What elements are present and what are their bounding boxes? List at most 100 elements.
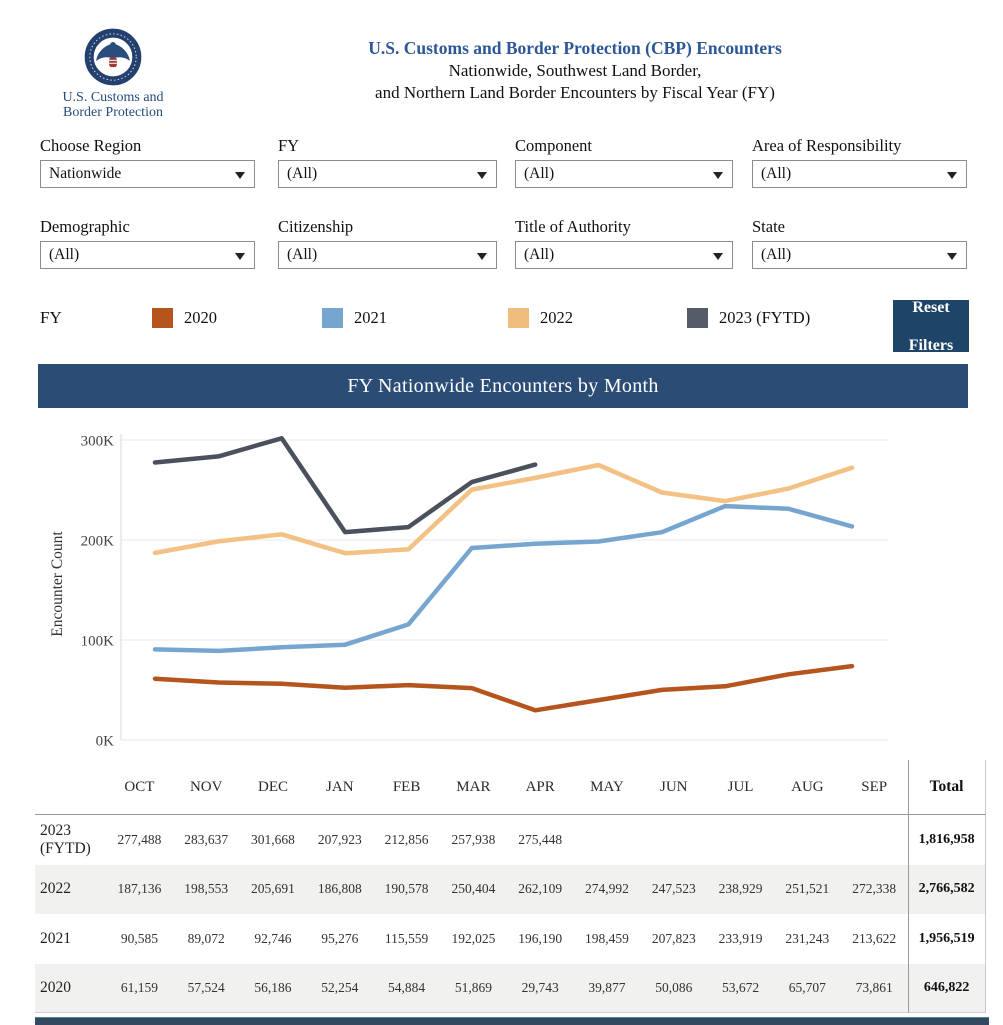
table-cell: 57,524 xyxy=(172,963,240,1013)
legend-item-2020: 2020 xyxy=(152,308,217,328)
table-cell: 262,109 xyxy=(506,864,574,914)
filter-value-citizenship: (All) xyxy=(287,246,318,263)
legend-item-2021: 2021 xyxy=(322,308,387,328)
legend-swatch-icon[interactable] xyxy=(508,308,529,328)
filter-dropdown-citizenship[interactable]: (All) xyxy=(278,241,497,269)
filter-dropdown-state[interactable]: (All) xyxy=(752,241,967,269)
table-cell: 52,254 xyxy=(306,963,374,1013)
table-cell: 53,672 xyxy=(707,963,774,1013)
legend-item-2022: 2022 xyxy=(508,308,573,328)
chevron-down-icon xyxy=(235,172,245,179)
filter-value-choose-region: Nationwide xyxy=(49,165,122,182)
table-cell: 39,877 xyxy=(573,963,641,1013)
table-cell: 207,923 xyxy=(317,831,362,847)
filter-dropdown-title-of-authority[interactable]: (All) xyxy=(515,241,733,269)
agency-name-line2: Border Protection xyxy=(63,105,163,120)
filter-dropdown-choose-region[interactable]: Nationwide xyxy=(40,160,255,188)
reset-filters-label-line1: Reset xyxy=(912,298,950,316)
table-cell: 192,025 xyxy=(451,930,496,946)
table-cell: 190,578 xyxy=(373,864,440,914)
column-header-month: JAN xyxy=(306,760,374,815)
row-total: 646,822 xyxy=(907,963,986,1013)
y-axis-tick: 100K xyxy=(81,634,115,650)
column-header-month: JUN xyxy=(640,760,708,815)
legend-title: FY xyxy=(40,308,62,327)
column-header-month: SEP xyxy=(840,760,908,815)
line-2022[interactable] xyxy=(152,462,855,556)
filter-value-fy: (All) xyxy=(287,165,318,182)
column-header-month: JUL xyxy=(707,760,774,815)
table-cell: 65,707 xyxy=(773,963,841,1013)
cbp-seal-logo xyxy=(84,28,142,86)
filter-label-area-of-responsibility: Area of Responsibility xyxy=(752,136,902,155)
column-header-month: OCT xyxy=(106,760,173,815)
chevron-down-icon xyxy=(713,253,723,260)
table-cell: 250,404 xyxy=(439,864,507,914)
legend-label: 2022 xyxy=(540,308,573,327)
filter-dropdown-component[interactable]: (All) xyxy=(515,160,733,188)
chevron-down-icon xyxy=(947,253,957,260)
filter-value-demographic: (All) xyxy=(49,246,80,263)
table-cell: 274,992 xyxy=(573,864,641,914)
table-cell: 54,884 xyxy=(373,963,440,1013)
encounters-table: OCT NOV DEC JAN FEB MAR APR MAY JUN JUL AUG SEP Tota… xyxy=(35,760,986,1013)
table-cell: 213,622 xyxy=(852,930,897,946)
legend-swatch-icon[interactable] xyxy=(322,308,343,328)
chevron-down-icon xyxy=(713,172,723,179)
table-cell: 207,823 xyxy=(651,930,696,946)
page-subtitle-2: and Northern Land Border Encounters by F… xyxy=(375,83,775,102)
table-cell: 92,746 xyxy=(254,930,292,946)
line-2020[interactable] xyxy=(152,663,855,713)
legend-swatch-icon[interactable] xyxy=(152,308,173,328)
page-subtitle-1: Nationwide, Southwest Land Border, xyxy=(448,61,702,80)
row-total: 2,766,582 xyxy=(907,864,986,914)
table-cell: 95,276 xyxy=(321,930,359,946)
legend-label: 2023 (FYTD) xyxy=(719,308,811,327)
table-cell: 186,808 xyxy=(306,864,374,914)
table-cell: 231,243 xyxy=(785,930,830,946)
filter-dropdown-area-of-responsibility[interactable]: (All) xyxy=(752,160,967,188)
reset-filters-button[interactable]: Reset Filters xyxy=(893,298,969,354)
table-cell: 257,938 xyxy=(451,831,496,847)
y-axis-tick: 200K xyxy=(81,534,115,550)
table-cell: 251,521 xyxy=(773,864,841,914)
table-cell: 272,338 xyxy=(840,864,908,914)
legend-swatch-icon[interactable] xyxy=(687,308,708,328)
chevron-down-icon xyxy=(477,253,487,260)
chart-title-bar: FY Nationwide Encounters by Month xyxy=(38,364,968,408)
table-cell: 275,448 xyxy=(518,831,563,847)
agency-name-line1: U.S. Customs and xyxy=(62,90,164,105)
table-cell xyxy=(774,815,841,865)
filter-label-citizenship: Citizenship xyxy=(278,217,354,236)
y-axis-tick: 300K xyxy=(81,434,115,450)
filter-dropdown-fy[interactable]: (All) xyxy=(278,160,497,188)
column-header-total: Total xyxy=(907,760,986,815)
table-cell: 51,869 xyxy=(439,963,507,1013)
filter-value-state: (All) xyxy=(761,246,792,263)
encounters-line-chart[interactable]: 0K 100K 200K 300K Encounter Count xyxy=(38,414,968,764)
legend-item-2023-fytd-: 2023 (FYTD) xyxy=(687,308,810,328)
column-header-month: AUG xyxy=(773,760,841,815)
filter-label-choose-region: Choose Region xyxy=(40,136,142,155)
column-header-month: APR xyxy=(506,760,574,815)
table-cell: 50,086 xyxy=(640,963,708,1013)
reset-filters-label-line2: Filters xyxy=(908,336,954,354)
table-cell xyxy=(574,815,641,865)
chevron-down-icon xyxy=(477,172,487,179)
row-label-fy: 2020 xyxy=(35,963,106,1013)
line-2023-fytd-[interactable] xyxy=(152,436,538,535)
line-2021[interactable] xyxy=(152,503,855,654)
table-cell: 56,186 xyxy=(239,963,307,1013)
chevron-down-icon xyxy=(235,253,245,260)
filter-label-demographic: Demographic xyxy=(40,217,130,236)
column-header-month: MAY xyxy=(573,760,641,815)
table-cell: 29,743 xyxy=(506,963,574,1013)
column-header-month: NOV xyxy=(172,760,240,815)
table-cell: 233,919 xyxy=(718,930,763,946)
y-axis-tick: 0K xyxy=(96,734,115,750)
column-header-month: DEC xyxy=(239,760,307,815)
next-section-bar xyxy=(35,1017,989,1025)
row-label-fy: 2022 xyxy=(35,864,106,914)
legend-label: 2020 xyxy=(184,308,217,327)
filter-dropdown-demographic[interactable]: (All) xyxy=(40,241,255,269)
